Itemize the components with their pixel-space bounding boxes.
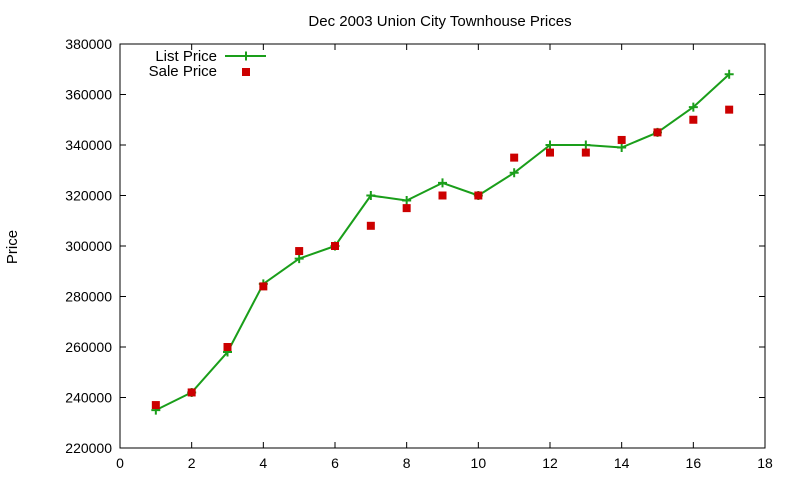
sale-price-point [295,247,304,256]
sale-price-point [402,204,411,213]
sale-price-point [366,221,375,230]
sale-price-point [223,343,232,351]
sale-price-point [581,148,590,157]
y-tick-label: 320000 [65,188,112,204]
x-tick-label: 4 [259,455,267,471]
legend-label-list-price: List Price [155,48,217,65]
list-price-point [617,143,627,153]
list-price-point [366,191,376,200]
sale-price-point [689,115,698,124]
sale-price-point [151,401,160,410]
y-tick-label: 220000 [65,440,112,456]
list-price-point [294,254,304,264]
y-axis-label: Price [4,230,21,264]
x-tick-label: 2 [188,455,196,471]
list-price-point [438,178,447,188]
x-tick-label: 18 [757,455,773,471]
sale-price-point [259,282,268,291]
y-tick-label: 240000 [65,390,112,406]
list-price-point [509,168,519,178]
y-tick-label: 260000 [65,339,112,355]
x-tick-label: 12 [542,455,558,471]
x-tick-label: 0 [116,455,124,471]
sale-price-point [187,388,196,397]
sale-price-point [725,105,734,114]
y-axis-ticks: 220000 240000 260000 280000 300000 320000 3400… [65,36,765,456]
x-tick-label: 10 [471,455,487,471]
y-tick-label: 300000 [65,238,112,254]
list-price-point [402,196,412,206]
y-tick-label: 380000 [65,36,112,52]
sale-price-point [510,153,519,162]
plot-border [119,43,766,449]
y-tick-label: 280000 [65,289,112,305]
sale-price-point [653,128,662,137]
chart-title: Dec 2003 Union City Townhouse Prices [308,13,571,30]
x-tick-label: 14 [614,455,630,471]
sale-price-point [617,135,626,144]
y-tick-label: 340000 [65,137,112,153]
series-layer [151,69,734,415]
list-price-point [581,140,591,150]
legend-marker-sale-price [242,68,250,76]
x-tick-label: 6 [331,455,339,471]
series-line-list-price [155,73,730,411]
x-axis-ticks: 0 2 4 6 8 10 12 14 16 18 [116,44,773,471]
legend-label-sale-price: Sale Price [149,63,217,80]
list-price-point [724,69,734,79]
x-tick-label: 16 [686,455,702,471]
legend: List Price Sale Price [149,48,266,80]
list-price-point [688,102,698,112]
sale-price-point [546,148,554,157]
list-price-point [545,140,555,150]
sale-price-point [331,242,339,250]
x-tick-label: 8 [403,455,411,471]
legend-marker-list-price [241,51,251,61]
sale-price-point [474,191,483,200]
sale-price-point [438,191,447,200]
y-tick-label: 360000 [65,87,112,103]
